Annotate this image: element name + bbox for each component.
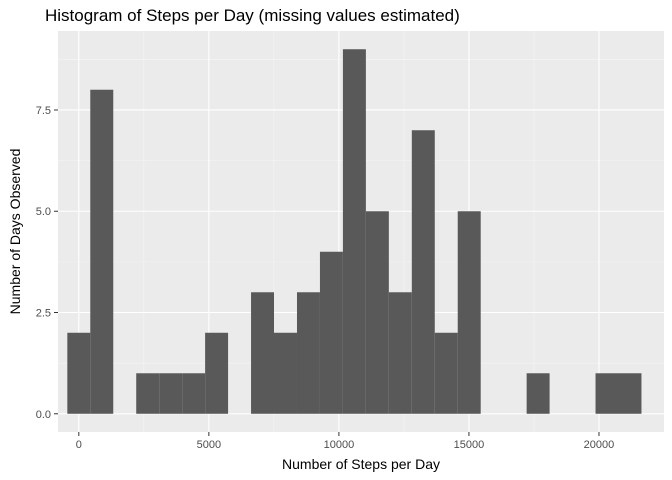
x-tick-label: 15000 [454,439,485,451]
histogram-bar [526,373,550,414]
histogram-bar [205,332,229,414]
histogram-bar [296,292,320,414]
histogram-bar [90,89,114,414]
x-tick-label: 20000 [584,439,615,451]
histogram-bar [595,373,619,414]
y-axis: 0.0 2.5 5.0 7.5 [36,105,58,421]
x-tick-label: 5000 [197,439,221,451]
y-tick-label: 7.5 [36,105,51,117]
y-tick-label: 5.0 [36,206,51,218]
histogram-bar [365,211,389,414]
x-axis: 0 5000 10000 15000 20000 [76,432,615,451]
histogram-bar [457,211,481,414]
histogram-bar [136,373,160,414]
x-tick-label: 10000 [324,439,355,451]
histogram-bar [274,332,297,414]
histogram-bar [388,292,412,414]
x-axis-title: Number of Steps per Day [282,456,440,472]
histogram-bar [67,332,91,414]
y-tick-label: 0.0 [36,409,51,421]
histogram-bar [319,251,343,414]
histogram-bar [251,292,275,414]
x-tick-label: 0 [76,439,82,451]
chart-title: Histogram of Steps per Day (missing valu… [45,6,460,25]
histogram-bar [618,373,642,414]
y-tick-label: 2.5 [36,308,51,320]
histogram-bar [342,49,366,414]
histogram-bar [159,373,183,414]
histogram-bar [411,130,435,414]
histogram-bar [434,332,458,414]
histogram-bars [67,49,642,414]
histogram-bar [182,373,206,414]
y-axis-title: Number of Days Observed [7,149,23,315]
